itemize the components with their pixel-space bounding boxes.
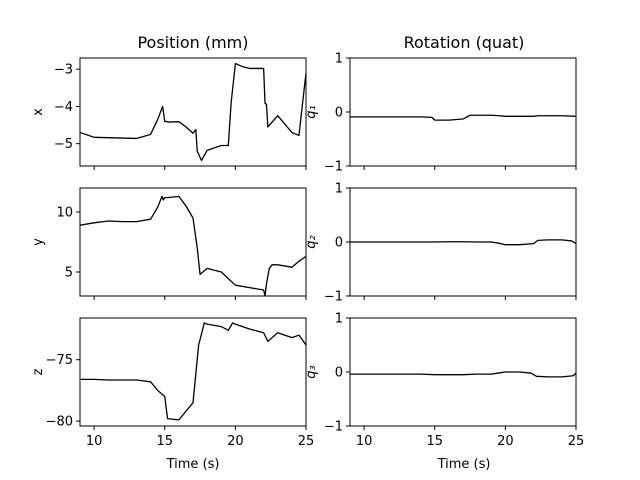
xlabel-right: Time (s) <box>437 457 491 472</box>
ytick-label-x-2: −3 <box>54 63 73 78</box>
ytick-label-z-1: −75 <box>46 353 73 368</box>
subplot-q3: −1 0 1 10 15 20 25 q₃ <box>304 312 584 450</box>
ytick-label-z-0: −80 <box>46 415 73 430</box>
subplot-y: 5 10 y <box>31 187 307 300</box>
series-line-x <box>80 62 306 162</box>
ytick-label-q3-2: 1 <box>335 312 343 327</box>
ytick-label-q3-1: 0 <box>335 366 343 381</box>
title-position: Position (mm) <box>137 33 248 52</box>
series-line-y <box>80 195 306 296</box>
axes-frame-z <box>79 317 307 427</box>
ytick-label-y-1: 10 <box>56 206 73 221</box>
ylabel-q1: q₁ <box>304 105 319 118</box>
xtick-label-z-1: 15 <box>156 434 173 449</box>
ytick-label-x-0: −5 <box>54 137 73 152</box>
axes-frame-y <box>79 187 307 297</box>
series-line-q2 <box>350 239 576 246</box>
ytick-label-x-1: −4 <box>54 100 73 115</box>
subplot-q2: −1 0 1 q₂ <box>304 182 577 305</box>
xtick-label-z-2: 20 <box>227 434 244 449</box>
series-line-z <box>80 322 306 421</box>
axes-frame-x <box>79 57 307 167</box>
ylabel-q2: q₂ <box>304 235 319 248</box>
ytick-label-q2-1: 0 <box>335 236 343 251</box>
ylabel-y: y <box>31 238 46 246</box>
xlabel-left: Time (s) <box>166 457 220 472</box>
ytick-label-q2-2: 1 <box>335 182 343 197</box>
ytick-label-q1-1: 0 <box>335 106 343 121</box>
xtick-label-q3-1: 15 <box>426 434 443 449</box>
ytick-label-y-0: 5 <box>65 266 73 281</box>
ytick-label-q1-2: 1 <box>335 52 343 67</box>
ytick-label-q2-0: −1 <box>324 290 343 305</box>
ylabel-x: x <box>31 108 46 116</box>
ylabel-q3: q₃ <box>304 365 319 378</box>
ylabel-z: z <box>31 368 46 375</box>
ytick-label-q1-0: −1 <box>324 160 343 175</box>
subplot-q1: −1 0 1 q₁ <box>304 52 577 175</box>
title-rotation: Rotation (quat) <box>404 33 525 52</box>
xtick-label-z-3: 25 <box>298 434 315 449</box>
subplot-z: −80 −75 10 15 20 25 z <box>31 317 315 449</box>
ytick-label-q3-0: −1 <box>324 420 343 435</box>
series-line-q1 <box>350 114 576 121</box>
xtick-label-z-0: 10 <box>86 434 103 449</box>
xtick-label-q3-0: 10 <box>356 434 373 449</box>
series-line-q3 <box>350 371 576 378</box>
xtick-label-q3-3: 25 <box>568 434 585 449</box>
subplot-x: −5 −4 −3 x <box>31 57 307 170</box>
xtick-label-q3-2: 20 <box>497 434 514 449</box>
